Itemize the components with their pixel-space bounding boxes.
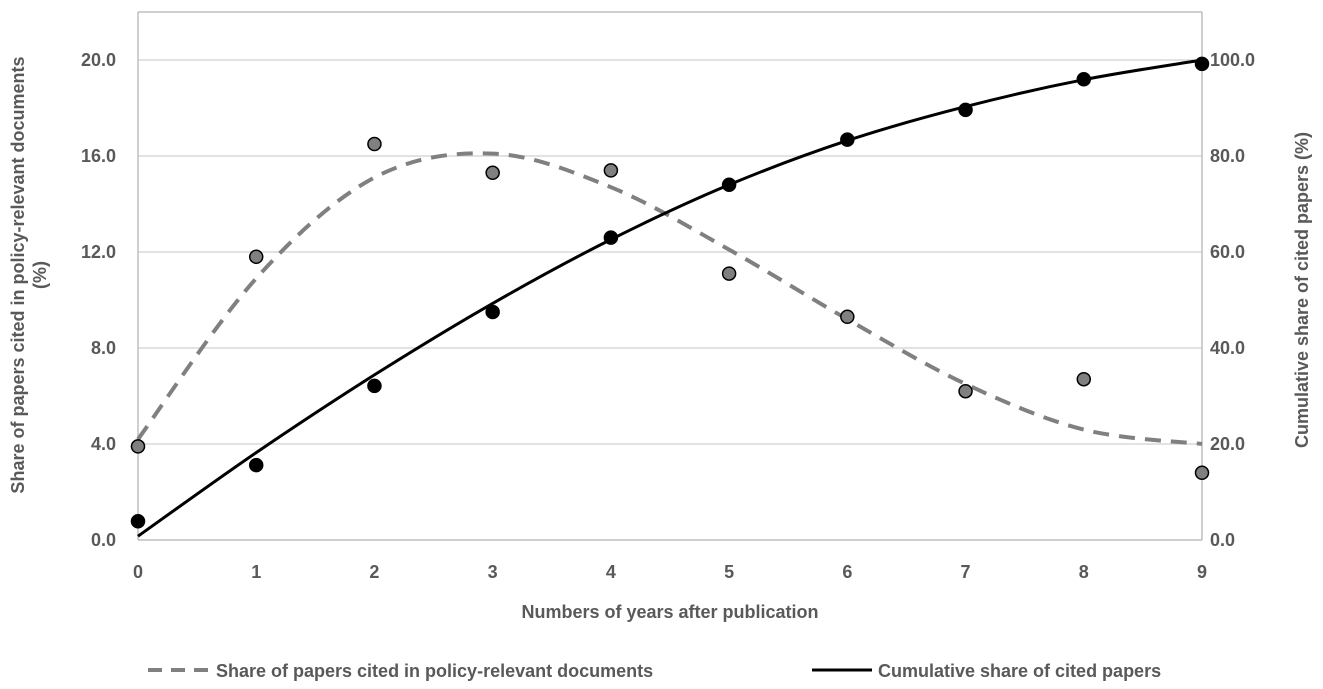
- y-right-tick-label-5: 100.0: [1210, 50, 1255, 70]
- point-share-4: [603, 163, 619, 178]
- gridlines: [138, 59, 1202, 445]
- point-share-5: [721, 266, 737, 281]
- point-cumulative-6: [840, 132, 855, 147]
- point-share-8: [1076, 371, 1092, 387]
- point-share-3: [485, 165, 500, 181]
- point-cumulative-7: [958, 102, 973, 118]
- x-tick-label-7: 7: [961, 562, 971, 582]
- legend-item-share: Share of papers cited in policy-relevant…: [148, 661, 653, 681]
- y-axis-right-title: Cumulative share of cited papers (%): [1292, 132, 1312, 448]
- point-cumulative-2: [367, 378, 382, 394]
- x-tick-label-8: 8: [1079, 562, 1089, 582]
- point-share-0: [130, 439, 146, 454]
- point-share-6: [840, 309, 855, 325]
- trend-lines: [136, 58, 1203, 538]
- point-share-1: [248, 249, 264, 265]
- x-tick-label-9: 9: [1197, 562, 1207, 582]
- point-cumulative-0: [130, 514, 146, 529]
- point-share-7: [958, 383, 973, 399]
- x-tick-label-6: 6: [842, 562, 852, 582]
- y-right-tick-label-3: 60.0: [1210, 242, 1245, 262]
- point-cumulative-1: [248, 457, 264, 473]
- y-axis-left-title-line-1: Share of papers cited in policy-relevant…: [8, 56, 28, 493]
- point-share-2: [367, 136, 382, 152]
- tick-labels: 0.0 4.0 8.0 12.0 16.0 20.0 0.0 20.0 40.0 60.0 80.0…: [81, 50, 1255, 582]
- y-right-tick-label-1: 20.0: [1210, 434, 1245, 454]
- x-tick-label-3: 3: [488, 562, 498, 582]
- y-right-tick-label-0: 0.0: [1210, 530, 1235, 550]
- legend-item-cumulative: Cumulative share of cited papers: [812, 661, 1161, 681]
- trend-line-share: [136, 151, 1203, 446]
- y-left-tick-label-0: 0.0: [91, 530, 116, 550]
- point-share-9: [1194, 465, 1210, 481]
- x-tick-label-5: 5: [724, 562, 734, 582]
- y-axis-left-title-line-2: (%): [30, 261, 50, 289]
- legend: Share of papers cited in policy-relevant…: [148, 661, 1161, 681]
- legend-label-share: Share of papers cited in policy-relevant…: [216, 661, 653, 681]
- point-cumulative-8: [1076, 71, 1092, 87]
- point-cumulative-5: [721, 177, 737, 193]
- y-axis-left-title: Share of papers cited in policy-relevant…: [8, 56, 50, 493]
- point-cumulative-4: [603, 230, 619, 245]
- x-axis-title: Numbers of years after publication: [521, 602, 818, 622]
- y-left-tick-label-3: 12.0: [81, 242, 116, 262]
- point-cumulative-3: [485, 304, 500, 320]
- y-left-tick-label-4: 16.0: [81, 146, 116, 166]
- data-points: [130, 56, 1210, 529]
- plot-frame: [137, 11, 1203, 541]
- point-cumulative-9: [1194, 56, 1210, 72]
- y-left-tick-label-2: 8.0: [91, 338, 116, 358]
- x-tick-label-1: 1: [251, 562, 261, 582]
- y-right-tick-label-2: 40.0: [1210, 338, 1245, 358]
- x-tick-label-4: 4: [606, 562, 616, 582]
- y-left-tick-label-1: 4.0: [91, 434, 116, 454]
- y-right-tick-label-4: 80.0: [1210, 146, 1245, 166]
- x-tick-label-2: 2: [369, 562, 379, 582]
- x-tick-label-0: 0: [133, 562, 143, 582]
- y-left-tick-label-5: 20.0: [81, 50, 116, 70]
- trend-line-cumulative: [137, 58, 1203, 538]
- legend-label-cumulative: Cumulative share of cited papers: [878, 661, 1161, 681]
